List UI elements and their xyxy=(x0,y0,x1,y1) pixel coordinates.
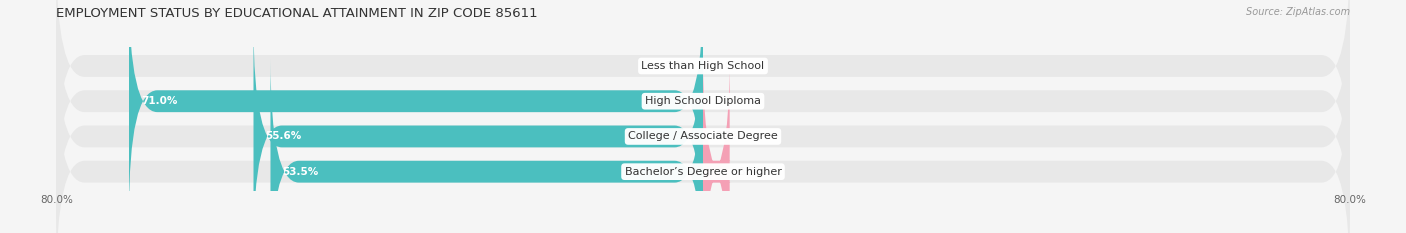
Text: EMPLOYMENT STATUS BY EDUCATIONAL ATTAINMENT IN ZIP CODE 85611: EMPLOYMENT STATUS BY EDUCATIONAL ATTAINM… xyxy=(56,7,538,20)
Text: 55.6%: 55.6% xyxy=(266,131,302,141)
FancyBboxPatch shape xyxy=(253,24,703,233)
Text: 0.0%: 0.0% xyxy=(716,96,741,106)
FancyBboxPatch shape xyxy=(56,59,1350,233)
Text: High School Diploma: High School Diploma xyxy=(645,96,761,106)
Text: 53.5%: 53.5% xyxy=(283,167,319,177)
Text: 0.0%: 0.0% xyxy=(665,61,690,71)
Text: Source: ZipAtlas.com: Source: ZipAtlas.com xyxy=(1246,7,1350,17)
FancyBboxPatch shape xyxy=(56,0,1350,214)
Text: College / Associate Degree: College / Associate Degree xyxy=(628,131,778,141)
Text: 0.0%: 0.0% xyxy=(716,61,741,71)
Text: 3.3%: 3.3% xyxy=(738,167,765,177)
Text: Bachelor’s Degree or higher: Bachelor’s Degree or higher xyxy=(624,167,782,177)
Text: 71.0%: 71.0% xyxy=(141,96,177,106)
Text: 0.0%: 0.0% xyxy=(716,131,741,141)
Text: Less than High School: Less than High School xyxy=(641,61,765,71)
FancyBboxPatch shape xyxy=(270,59,703,233)
FancyBboxPatch shape xyxy=(56,0,1350,178)
FancyBboxPatch shape xyxy=(702,59,731,233)
FancyBboxPatch shape xyxy=(129,0,703,214)
FancyBboxPatch shape xyxy=(56,24,1350,233)
